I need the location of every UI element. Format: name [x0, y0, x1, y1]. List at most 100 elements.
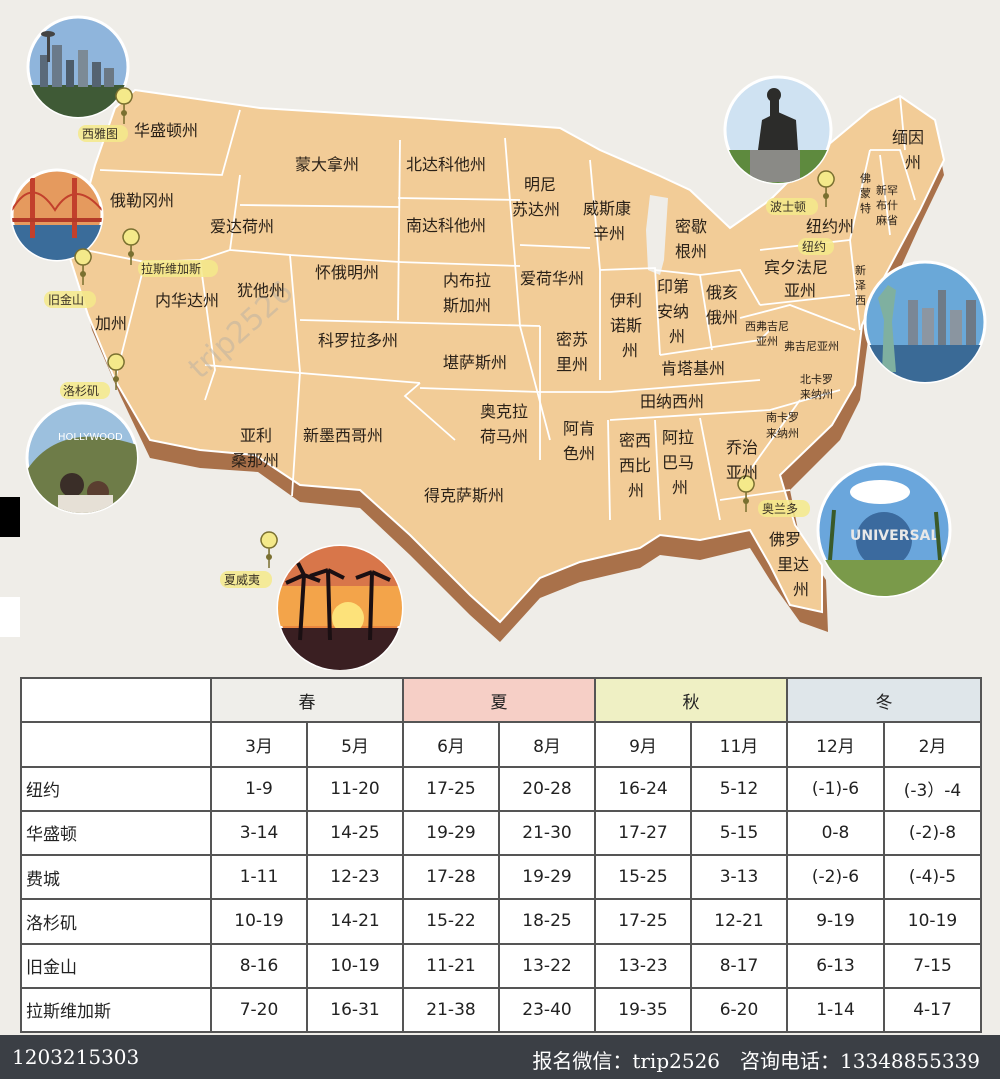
state-north-carolina: 北卡罗 — [800, 373, 833, 386]
svg-text:色州: 色州 — [563, 444, 595, 463]
svg-text:诺斯: 诺斯 — [610, 316, 642, 335]
photo-orlando: UNIVERSAL — [816, 462, 952, 598]
state-arizona: 亚利 — [240, 426, 272, 445]
month-header: 8月 — [498, 721, 596, 768]
svg-text:州: 州 — [672, 478, 688, 497]
temp-cell: 1-11 — [210, 853, 308, 901]
temp-cell: 14-21 — [306, 898, 404, 945]
state-south-carolina: 南卡罗 — [766, 411, 799, 424]
temp-cell: 21-30 — [498, 809, 596, 857]
season-autumn: 秋 — [594, 676, 788, 724]
temp-cell: 1-9 — [210, 765, 308, 812]
state-labels: 华盛顿州 俄勒冈州 加州 内华达州 爱达荷州 蒙大拿州 怀俄明州 犹他州 科罗拉… — [95, 121, 924, 599]
svg-text:州: 州 — [622, 341, 638, 360]
temp-cell: 12-21 — [690, 898, 788, 945]
month-header: 6月 — [402, 721, 500, 768]
row-city: 拉斯维加斯 — [20, 986, 212, 1034]
row-city: 洛杉矶 — [20, 898, 212, 945]
pin-boston — [817, 170, 835, 208]
state-north-dakota: 北达科他州 — [406, 155, 486, 174]
svg-text:来纳州: 来纳州 — [766, 427, 799, 440]
svg-text:辛州: 辛州 — [593, 224, 625, 243]
temp-cell: 8-17 — [690, 942, 788, 989]
lake-michigan — [646, 195, 668, 275]
temp-cell: 11-21 — [402, 942, 500, 989]
state-idaho: 爱达荷州 — [210, 217, 274, 236]
season-spring: 春 — [210, 676, 404, 724]
state-maine: 缅因 — [892, 128, 924, 147]
svg-text:布什: 布什 — [876, 199, 898, 212]
svg-text:夏威夷: 夏威夷 — [224, 572, 260, 587]
state-nevada: 内华达州 — [155, 291, 219, 310]
city-boston: 波士顿 — [766, 198, 818, 215]
month-header-row: 3月 5月 6月 8月 9月 11月 12月 2月 — [20, 721, 982, 768]
svg-text:巴马: 巴马 — [662, 453, 694, 472]
state-washington: 华盛顿州 — [134, 121, 198, 140]
temp-cell: 10-19 — [883, 898, 982, 945]
state-kansas: 堪萨斯州 — [443, 353, 507, 372]
state-new-mexico: 新墨西哥州 — [303, 426, 383, 445]
table-row: 拉斯维加斯 7-20 16-31 21-38 23-40 19-35 6-20 … — [20, 986, 982, 1034]
temp-cell: 13-23 — [594, 942, 692, 989]
svg-text:荷马州: 荷马州 — [480, 427, 528, 446]
footer-contact: 报名微信：trip2526 咨询电话：13348855339 — [532, 1049, 980, 1073]
temp-cell: (-2)-6 — [786, 853, 885, 901]
table-row: 洛杉矶 10-19 14-21 15-22 18-25 17-25 12-21 … — [20, 898, 982, 945]
temp-cell: 18-25 — [498, 898, 596, 945]
state-oregon: 俄勒冈州 — [110, 191, 174, 210]
state-pennsylvania: 宾夕法尼 — [764, 258, 828, 277]
row-city: 华盛顿 — [20, 809, 212, 857]
svg-text:西: 西 — [855, 294, 866, 307]
temp-cell: 17-28 — [402, 853, 500, 901]
state-illinois: 伊利 — [610, 291, 642, 310]
state-vermont: 佛 — [860, 172, 871, 185]
temp-cell: 17-27 — [594, 809, 692, 857]
state-florida: 佛罗 — [769, 530, 801, 549]
svg-text:斯加州: 斯加州 — [443, 296, 491, 315]
temp-cell: 5-12 — [690, 765, 788, 812]
month-header: 11月 — [690, 721, 788, 768]
map-land — [68, 88, 946, 624]
season-winter: 冬 — [786, 676, 982, 724]
state-wyoming: 怀俄明州 — [315, 263, 379, 282]
state-borders — [84, 95, 916, 521]
month-header: 2月 — [883, 721, 982, 768]
temp-cell: 17-25 — [402, 765, 500, 812]
state-kentucky: 肯塔基州 — [661, 359, 725, 378]
state-georgia: 乔治 — [726, 438, 758, 457]
temp-cell: 1-14 — [786, 986, 885, 1034]
state-ohio: 俄亥 — [706, 283, 738, 302]
state-arkansas: 阿肯 — [563, 419, 595, 438]
city-hawaii: 夏威夷 — [220, 571, 272, 588]
temp-cell: 10-19 — [306, 942, 404, 989]
state-missouri: 密苏 — [556, 330, 588, 349]
city-orlando: 奥兰多 — [758, 500, 810, 517]
city-seattle: 西雅图 — [78, 125, 128, 142]
temp-cell: 10-19 — [210, 898, 308, 945]
state-iowa: 爱荷华州 — [520, 269, 584, 288]
temp-cell: 4-17 — [883, 986, 982, 1034]
state-west-virginia: 西弗吉尼 — [745, 319, 789, 333]
svg-text:桑那州: 桑那州 — [231, 451, 279, 470]
edge-bar-white — [0, 597, 20, 637]
svg-text:里达: 里达 — [777, 555, 809, 574]
svg-text:洛杉矶: 洛杉矶 — [63, 383, 99, 398]
svg-text:亚州: 亚州 — [784, 281, 816, 300]
temp-cell: 19-29 — [498, 853, 596, 901]
state-new-hampshire: 新罕 — [876, 183, 898, 197]
table-row: 纽约 1-9 11-20 17-25 20-28 16-24 5-12 (-1)… — [20, 765, 982, 812]
temp-cell: 6-20 — [690, 986, 788, 1034]
svg-text:俄州: 俄州 — [706, 308, 738, 327]
state-tennessee: 田纳西州 — [640, 392, 704, 411]
usa-map: HOLLYWOOD — [10, 15, 987, 670]
season-header-row: 春 夏 秋 冬 — [20, 676, 982, 724]
footer-id: 1203215303 — [12, 1045, 140, 1069]
photo-seattle — [26, 15, 130, 119]
table-row: 华盛顿 3-14 14-25 19-29 21-30 17-27 5-15 0-… — [20, 809, 982, 857]
svg-text:州: 州 — [669, 327, 685, 346]
svg-text:苏达州: 苏达州 — [512, 200, 560, 219]
svg-text:麻省: 麻省 — [876, 213, 898, 227]
temp-cell: 3-14 — [210, 809, 308, 857]
state-michigan: 密歇 — [675, 217, 707, 236]
pin-hawaii — [260, 531, 278, 569]
